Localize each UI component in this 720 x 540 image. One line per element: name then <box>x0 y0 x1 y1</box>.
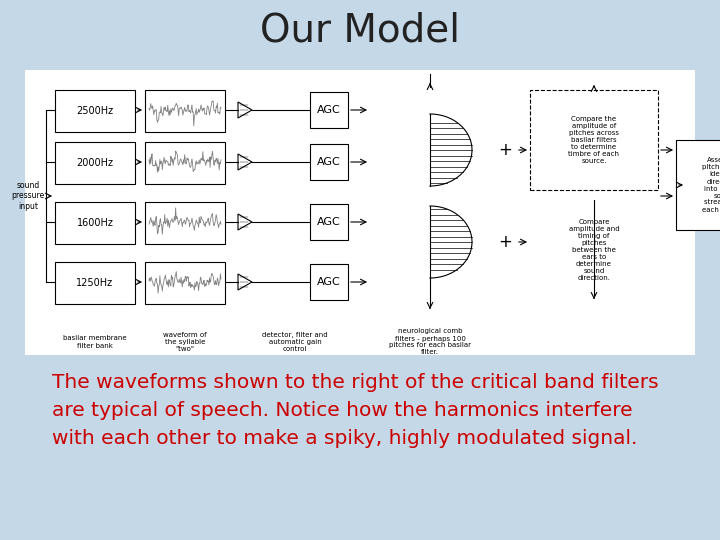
Text: The waveforms shown to the right of the critical band filters
are typical of spe: The waveforms shown to the right of the … <box>52 373 659 448</box>
Text: Compare the
amplitude of
pitches across
basilar filters
to determine
timbre of e: Compare the amplitude of pitches across … <box>569 116 619 164</box>
FancyBboxPatch shape <box>55 142 135 184</box>
Text: AGC: AGC <box>317 157 341 167</box>
Text: detector, filter and
automatic gain
control: detector, filter and automatic gain cont… <box>262 332 328 352</box>
FancyBboxPatch shape <box>310 204 348 240</box>
Text: AGC: AGC <box>317 217 341 227</box>
Text: +: + <box>498 141 512 159</box>
FancyBboxPatch shape <box>530 90 658 190</box>
FancyBboxPatch shape <box>25 70 695 355</box>
FancyBboxPatch shape <box>310 144 348 180</box>
Text: sound
pressure
input: sound pressure input <box>12 181 45 211</box>
Text: basilar membrane
filter bank: basilar membrane filter bank <box>63 335 127 348</box>
Text: waveform of
the syllable
"two": waveform of the syllable "two" <box>163 332 207 352</box>
Text: 1600Hz: 1600Hz <box>76 218 114 228</box>
FancyBboxPatch shape <box>310 92 348 128</box>
FancyBboxPatch shape <box>145 262 225 304</box>
Text: Our Model: Our Model <box>260 11 460 49</box>
FancyBboxPatch shape <box>145 90 225 132</box>
Text: Assemble
pitches from
identical
directions
into unique
sound
streams for
each so: Assemble pitches from identical directio… <box>702 158 720 213</box>
Text: neurological comb
filters - perhaps 100
pitches for each basilar
filter.: neurological comb filters - perhaps 100 … <box>389 328 471 355</box>
FancyBboxPatch shape <box>55 262 135 304</box>
FancyBboxPatch shape <box>530 200 658 300</box>
Text: AGC: AGC <box>317 277 341 287</box>
Text: Compare
amplitude and
timing of
pitches
between the
ears to
determine
sound
dire: Compare amplitude and timing of pitches … <box>569 219 619 281</box>
FancyBboxPatch shape <box>676 140 720 230</box>
FancyBboxPatch shape <box>55 202 135 244</box>
FancyBboxPatch shape <box>310 264 348 300</box>
Text: AGC: AGC <box>317 105 341 115</box>
FancyBboxPatch shape <box>145 202 225 244</box>
Text: +: + <box>498 233 512 251</box>
Text: 2500Hz: 2500Hz <box>76 106 114 116</box>
FancyBboxPatch shape <box>55 90 135 132</box>
Text: 1250Hz: 1250Hz <box>76 278 114 288</box>
Text: 2000Hz: 2000Hz <box>76 158 114 168</box>
FancyBboxPatch shape <box>145 142 225 184</box>
